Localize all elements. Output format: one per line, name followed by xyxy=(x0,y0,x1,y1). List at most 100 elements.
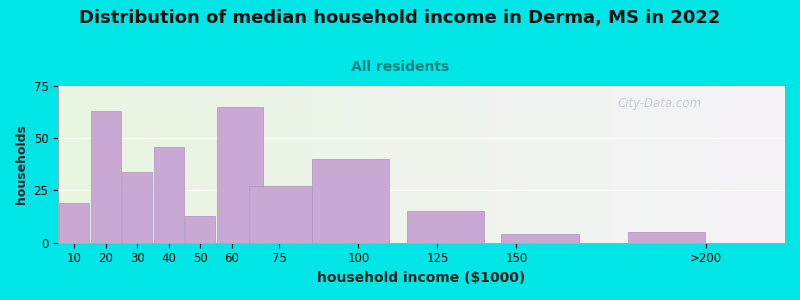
Bar xyxy=(480,86,487,243)
Bar xyxy=(530,86,538,243)
Bar xyxy=(116,86,123,243)
Bar xyxy=(174,86,182,243)
Bar xyxy=(327,86,334,243)
Bar xyxy=(414,86,422,243)
Bar xyxy=(560,86,567,243)
Bar xyxy=(249,186,326,243)
Bar xyxy=(122,172,152,243)
Bar xyxy=(298,86,306,243)
Bar xyxy=(618,86,625,243)
Bar xyxy=(182,86,189,243)
Bar xyxy=(349,86,356,243)
Bar xyxy=(669,86,676,243)
Bar xyxy=(363,86,370,243)
Bar xyxy=(574,86,582,243)
Bar xyxy=(494,86,502,243)
Bar xyxy=(429,86,436,243)
Bar xyxy=(567,86,574,243)
Bar xyxy=(378,86,386,243)
Text: All residents: All residents xyxy=(351,60,449,74)
Bar xyxy=(276,86,283,243)
Bar xyxy=(217,107,262,243)
Bar xyxy=(742,86,749,243)
Bar xyxy=(80,86,87,243)
Bar xyxy=(712,86,719,243)
Bar xyxy=(306,86,313,243)
Bar xyxy=(553,86,560,243)
Bar xyxy=(676,86,683,243)
Bar xyxy=(87,86,94,243)
Bar xyxy=(647,86,654,243)
Bar xyxy=(756,86,763,243)
Bar xyxy=(269,86,276,243)
Bar xyxy=(778,86,785,243)
Bar xyxy=(290,86,298,243)
Bar xyxy=(596,86,603,243)
Bar xyxy=(146,86,153,243)
Bar xyxy=(320,86,327,243)
Bar xyxy=(154,147,184,243)
Bar xyxy=(502,86,509,243)
Bar xyxy=(393,86,400,243)
Bar xyxy=(102,86,109,243)
Bar xyxy=(334,86,342,243)
X-axis label: household income ($1000): household income ($1000) xyxy=(318,271,526,285)
Bar xyxy=(770,86,778,243)
Bar xyxy=(705,86,712,243)
Bar xyxy=(582,86,589,243)
Bar xyxy=(662,86,669,243)
Bar xyxy=(342,86,349,243)
Bar xyxy=(254,86,262,243)
Bar xyxy=(538,86,545,243)
Bar xyxy=(226,86,233,243)
Bar xyxy=(683,86,690,243)
Bar xyxy=(690,86,698,243)
Bar xyxy=(407,86,414,243)
Bar xyxy=(509,86,516,243)
Bar xyxy=(59,203,89,243)
Bar xyxy=(313,86,320,243)
Bar xyxy=(138,86,146,243)
Bar xyxy=(450,86,458,243)
Bar xyxy=(628,232,706,243)
Bar xyxy=(356,86,363,243)
Bar xyxy=(196,86,203,243)
Bar xyxy=(458,86,465,243)
Bar xyxy=(516,86,523,243)
Bar xyxy=(443,86,450,243)
Bar xyxy=(436,86,443,243)
Bar xyxy=(189,86,196,243)
Bar xyxy=(203,86,210,243)
Bar xyxy=(749,86,756,243)
Bar xyxy=(94,86,102,243)
Text: Distribution of median household income in Derma, MS in 2022: Distribution of median household income … xyxy=(79,9,721,27)
Bar xyxy=(123,86,131,243)
Bar xyxy=(73,86,80,243)
Bar xyxy=(610,86,618,243)
Bar xyxy=(370,86,378,243)
Bar xyxy=(719,86,727,243)
Y-axis label: households: households xyxy=(15,124,28,204)
Bar xyxy=(153,86,160,243)
Bar xyxy=(589,86,596,243)
Bar xyxy=(422,86,429,243)
Bar xyxy=(247,86,254,243)
Bar xyxy=(734,86,742,243)
Bar xyxy=(400,86,407,243)
Bar xyxy=(167,86,174,243)
Bar xyxy=(386,86,393,243)
Bar xyxy=(523,86,530,243)
Bar xyxy=(186,216,215,243)
Bar xyxy=(283,86,290,243)
Bar xyxy=(218,86,226,243)
Bar xyxy=(240,86,247,243)
Bar xyxy=(603,86,610,243)
Bar xyxy=(727,86,734,243)
Bar xyxy=(66,86,73,243)
Bar xyxy=(502,234,578,243)
Bar xyxy=(698,86,705,243)
Bar xyxy=(210,86,218,243)
Bar xyxy=(763,86,770,243)
Bar xyxy=(473,86,480,243)
Bar xyxy=(545,86,553,243)
